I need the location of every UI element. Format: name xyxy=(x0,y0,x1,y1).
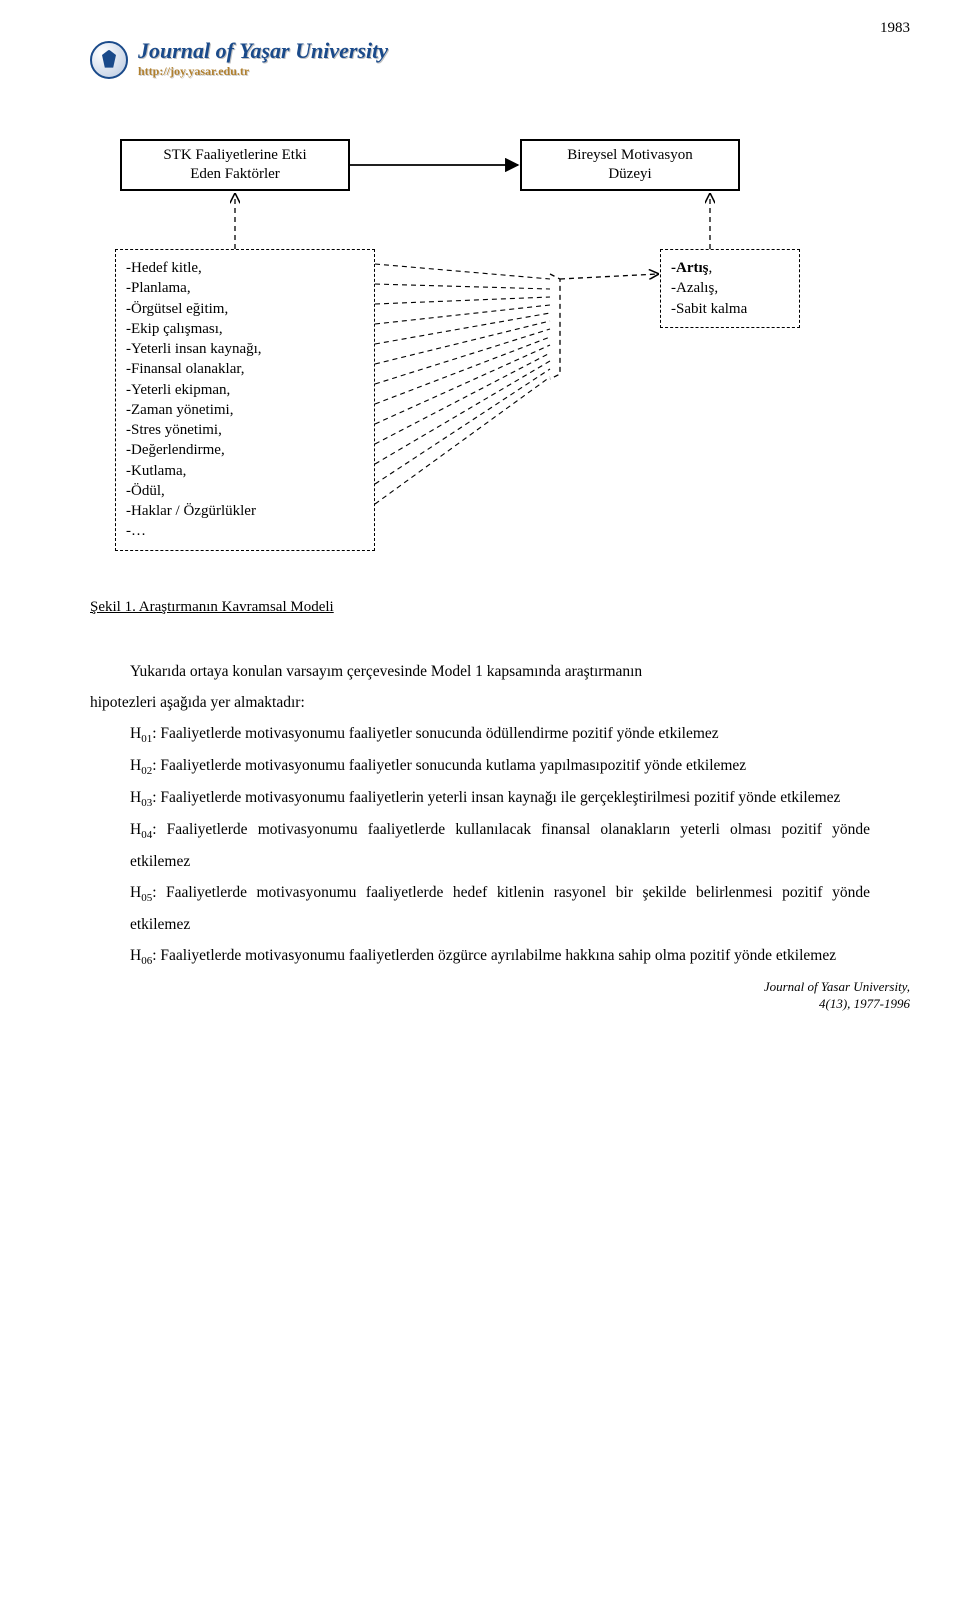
box-motivation-title-text: Bireysel Motivasyon Düzeyi xyxy=(567,146,692,184)
hypothesis-item: H03: Faaliyetlerde motivasyonumu faaliye… xyxy=(130,782,870,814)
journal-header: Journal of Yaşar University http://joy.y… xyxy=(90,40,870,79)
journal-title: Journal of Yaşar University xyxy=(138,40,388,62)
outcome-item: -Artış, xyxy=(671,258,789,278)
intro-line-1: Yukarıda ortaya konulan varsayım çerçeve… xyxy=(90,656,870,687)
factor-item: -Kutlama, xyxy=(126,461,364,481)
box-factors-list: -Hedef kitle,-Planlama,-Örgütsel eğitim,… xyxy=(115,249,375,551)
factor-item: -Ödül, xyxy=(126,481,364,501)
page-footer: Journal of Yasar University, 4(13), 1977… xyxy=(764,979,910,1013)
hypotheses-list: H01: Faaliyetlerde motivasyonumu faaliye… xyxy=(130,718,870,973)
hypothesis-item: H06: Faaliyetlerde motivasyonumu faaliye… xyxy=(130,940,870,972)
hypothesis-item: H05: Faaliyetlerde motivasyonumu faaliye… xyxy=(130,877,870,940)
journal-logo-icon xyxy=(90,41,128,79)
factor-item: -… xyxy=(126,521,364,541)
outcome-item: -Azalış, xyxy=(671,278,789,298)
factor-item: -Stres yönetimi, xyxy=(126,420,364,440)
factor-item: -Zaman yönetimi, xyxy=(126,400,364,420)
footer-journal: Journal of Yasar University, xyxy=(764,979,910,996)
factor-item: -Ekip çalışması, xyxy=(126,319,364,339)
page-number: 1983 xyxy=(880,20,910,37)
box-motivation-title: Bireysel Motivasyon Düzeyi xyxy=(520,139,740,191)
factor-item: -Yeterli insan kaynağı, xyxy=(126,339,364,359)
intro-line-2: hipotezleri aşağıda yer almaktadır: xyxy=(90,687,870,718)
factor-item: -Planlama, xyxy=(126,278,364,298)
footer-issue: 4(13), 1977-1996 xyxy=(764,996,910,1013)
conceptual-model-diagram: STK Faaliyetlerine Etki Eden Faktörler B… xyxy=(90,139,870,569)
factor-item: -Finansal olanaklar, xyxy=(126,359,364,379)
box-outcomes-list: -Artış,-Azalış,-Sabit kalma xyxy=(660,249,800,328)
box-factors-title-text: STK Faaliyetlerine Etki Eden Faktörler xyxy=(163,146,306,184)
journal-url: http://joy.yasar.edu.tr xyxy=(138,64,388,79)
journal-title-block: Journal of Yaşar University http://joy.y… xyxy=(138,40,388,79)
figure-caption: Şekil 1. Araştırmanın Kavramsal Modeli xyxy=(90,599,870,616)
factor-item: -Haklar / Özgürlükler xyxy=(126,501,364,521)
hypothesis-item: H04: Faaliyetlerde motivasyonumu faaliye… xyxy=(130,814,870,877)
hypothesis-item: H01: Faaliyetlerde motivasyonumu faaliye… xyxy=(130,718,870,750)
factor-item: -Hedef kitle, xyxy=(126,258,364,278)
hypothesis-item: H02: Faaliyetlerde motivasyonumu faaliye… xyxy=(130,750,870,782)
outcome-item: -Sabit kalma xyxy=(671,299,789,319)
factor-item: -Örgütsel eğitim, xyxy=(126,299,364,319)
factor-item: -Yeterli ekipman, xyxy=(126,380,364,400)
factor-item: -Değerlendirme, xyxy=(126,440,364,460)
box-factors-title: STK Faaliyetlerine Etki Eden Faktörler xyxy=(120,139,350,191)
